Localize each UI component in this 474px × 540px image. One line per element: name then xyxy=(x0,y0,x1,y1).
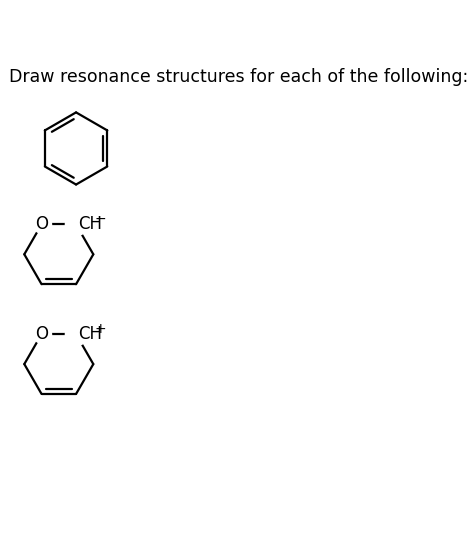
Text: +: + xyxy=(94,322,106,336)
Text: O: O xyxy=(35,215,48,233)
Text: CH: CH xyxy=(78,215,102,233)
Text: Draw resonance structures for each of the following:: Draw resonance structures for each of th… xyxy=(9,69,469,86)
Text: O: O xyxy=(35,325,48,343)
Text: −: − xyxy=(94,212,106,226)
Text: CH: CH xyxy=(78,325,102,343)
